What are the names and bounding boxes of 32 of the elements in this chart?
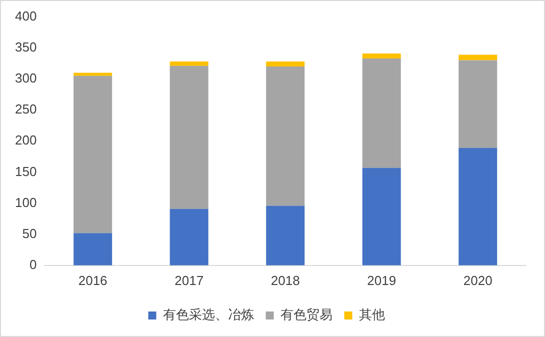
x-tick-label: 2019	[367, 272, 396, 288]
bar	[458, 148, 498, 266]
x-tick-label: 2018	[270, 272, 300, 288]
y-tick-label: 50	[22, 226, 37, 241]
x-tick-label: 2020	[463, 272, 492, 288]
bar	[74, 233, 112, 266]
bar	[458, 60, 498, 148]
bar	[362, 58, 401, 168]
bar	[74, 76, 112, 234]
y-tick-label: 350	[14, 39, 37, 54]
bar	[362, 53, 401, 58]
x-tick-label: 2017	[174, 272, 204, 288]
bar	[266, 66, 305, 206]
legend-label: 其他	[358, 307, 385, 322]
y-tick-label: 250	[14, 102, 37, 117]
bar	[458, 54, 498, 60]
bar	[170, 208, 208, 266]
y-tick-label: 200	[14, 132, 37, 148]
bar	[362, 168, 401, 266]
y-tick-label: 0	[29, 256, 37, 272]
bar	[266, 206, 305, 266]
y-tick-label: 400	[14, 8, 37, 24]
bar	[266, 62, 305, 67]
x-tick-label: 2016	[78, 272, 108, 288]
bar	[170, 62, 208, 66]
legend-label: 有色贸易	[280, 307, 332, 322]
y-tick-label: 300	[14, 70, 37, 86]
legend-label: 有色采选、冶炼	[162, 307, 254, 322]
bar	[74, 72, 112, 76]
bar	[170, 66, 208, 209]
y-tick-label: 150	[14, 164, 37, 179]
y-tick-label: 100	[14, 194, 37, 210]
